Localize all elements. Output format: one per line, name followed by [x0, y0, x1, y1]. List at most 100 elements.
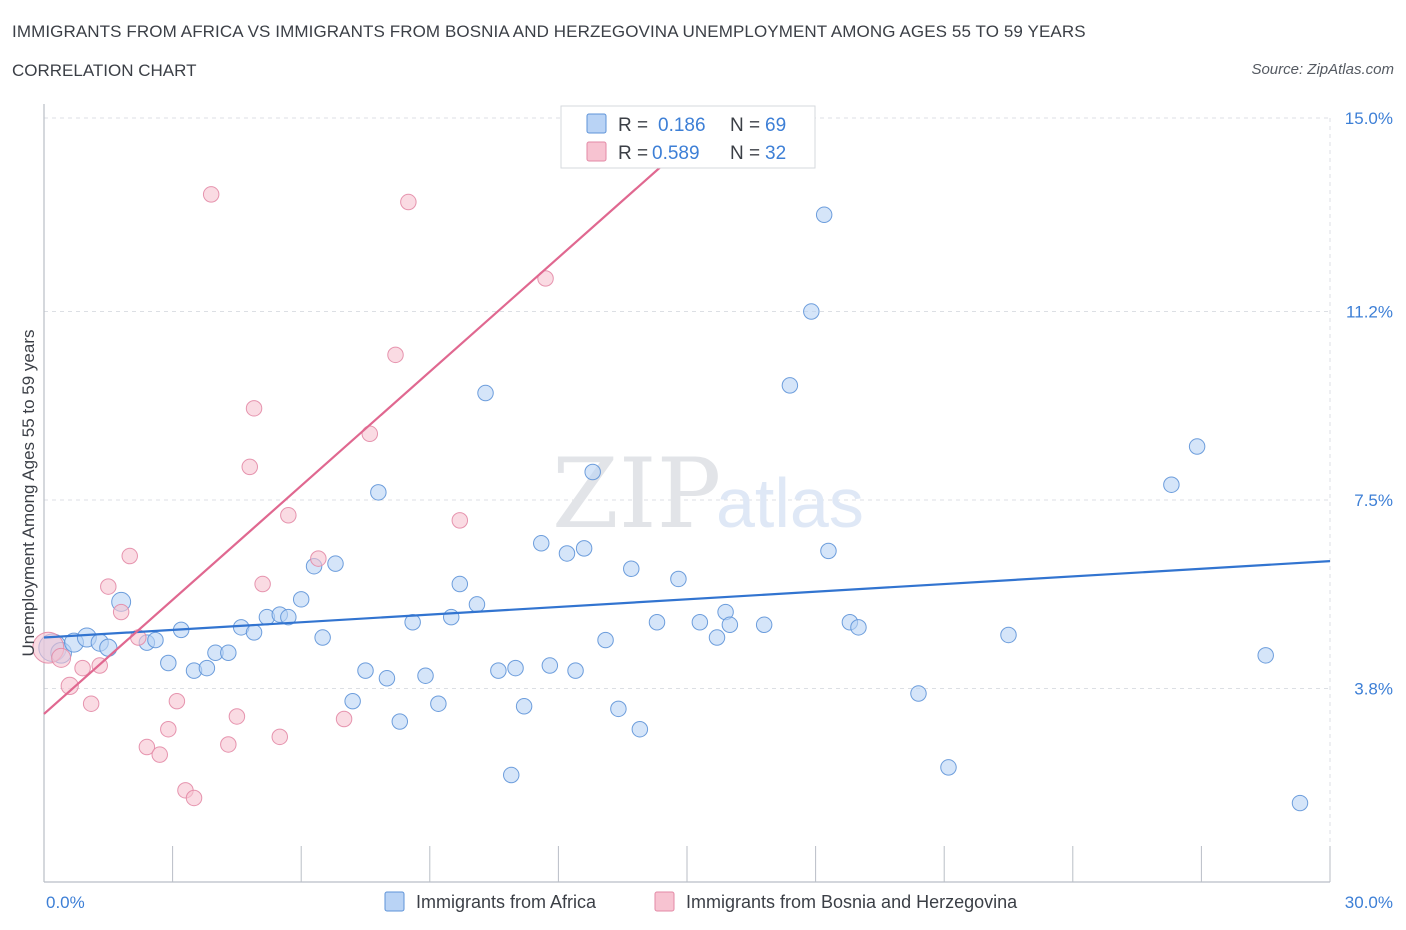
point-africa-31: [430, 695, 447, 712]
x-tick-label-1: 30.0%: [1345, 893, 1393, 912]
point-africa-59: [815, 206, 833, 224]
y-tick-label-3: 15.0%: [1345, 109, 1393, 128]
point-africa-56: [755, 616, 773, 634]
point-africa-12: [198, 659, 216, 677]
bottom-legend-label-africa: Immigrants from Africa: [416, 892, 597, 912]
trend-lines: [43, 157, 1331, 715]
point-africa-26: [370, 484, 387, 501]
y-axis-label: Unemployment Among Ages 55 to 59 years: [19, 330, 38, 657]
legend-r-value-africa: 0.186: [658, 115, 706, 136]
legend-n-value-bosnia: 32: [765, 143, 786, 164]
point-bosnia-19: [241, 458, 258, 476]
bottom-legend-swatch-bosnia: [654, 891, 675, 912]
point-africa-14: [220, 644, 237, 662]
point-africa-51: [670, 570, 687, 588]
point-africa-24: [344, 692, 361, 710]
point-africa-35: [477, 384, 494, 402]
point-africa-36: [490, 662, 507, 679]
point-bosnia-22: [271, 728, 289, 746]
point-bosnia-29: [451, 512, 469, 529]
point-africa-64: [940, 759, 957, 776]
point-bosnia-24: [310, 550, 327, 567]
point-bosnia-3: [74, 659, 91, 677]
point-africa-16: [245, 624, 263, 641]
point-africa-62: [850, 619, 867, 636]
legend-n-label-bosnia: N =: [730, 143, 760, 164]
point-africa-67: [1188, 438, 1206, 455]
point-bosnia-20: [245, 400, 263, 417]
point-bosnia-10: [138, 738, 156, 756]
watermark-atlas: atlas: [716, 464, 864, 542]
point-bosnia-6: [100, 578, 117, 595]
point-africa-32: [442, 608, 460, 626]
point-africa-47: [610, 700, 627, 718]
point-africa-45: [584, 463, 601, 481]
trend-line-africa: [43, 560, 1331, 639]
point-bosnia-4: [82, 695, 100, 712]
bottom-legend: Immigrants from Africa Immigrants from B…: [384, 891, 1018, 912]
point-bosnia-21: [254, 575, 271, 593]
point-bosnia-25: [335, 710, 353, 728]
point-africa-5: [99, 638, 118, 657]
point-africa-68: [1257, 647, 1274, 664]
point-africa-43: [567, 662, 584, 679]
source-label: Source: ZipAtlas.com: [1251, 61, 1394, 78]
point-africa-44: [575, 540, 593, 557]
legend-r-value-bosnia: 0.589: [652, 143, 700, 164]
point-africa-39: [515, 698, 533, 715]
point-africa-33: [451, 575, 469, 593]
point-bosnia-13: [168, 692, 186, 710]
point-africa-49: [631, 720, 649, 738]
legend-box: R = 0.186 N = 69 R = 0.589 N = 32: [560, 105, 816, 169]
point-bosnia-2: [60, 676, 79, 696]
legend-swatch-bosnia: [586, 141, 607, 162]
point-africa-34: [468, 596, 486, 613]
point-africa-28: [391, 713, 409, 730]
point-africa-57: [781, 377, 799, 394]
tick-labels: 3.8% 7.5% 11.2% 15.0% 0.0% 30.0%: [46, 109, 1393, 912]
point-bosnia-27: [387, 346, 404, 364]
point-africa-25: [357, 662, 374, 679]
point-africa-27: [378, 670, 396, 687]
trend-line-bosnia: [43, 157, 671, 715]
point-africa-58: [803, 303, 820, 320]
point-africa-41: [541, 657, 559, 674]
point-africa-52: [691, 614, 709, 631]
point-africa-55: [721, 616, 739, 634]
point-bosnia-12: [160, 720, 177, 738]
legend-n-value-africa: 69: [765, 115, 786, 136]
watermark-zip: ZIP: [552, 438, 721, 550]
watermark: ZIP atlas: [552, 438, 864, 550]
point-bosnia-11: [151, 746, 168, 763]
axes: [43, 104, 1331, 883]
point-bosnia-18: [228, 708, 246, 725]
point-africa-19: [280, 608, 297, 626]
point-africa-50: [648, 614, 666, 631]
point-africa-69: [1291, 794, 1309, 812]
point-africa-60: [820, 542, 837, 560]
bottom-legend-swatch-africa: [384, 891, 405, 912]
y-tick-label-1: 7.5%: [1354, 491, 1393, 510]
point-bosnia-17: [220, 736, 237, 753]
point-africa-30: [417, 667, 434, 684]
point-bosnia-7: [112, 603, 130, 621]
point-bosnia-1: [51, 647, 72, 668]
legend-swatch-africa: [586, 113, 607, 134]
point-africa-46: [597, 631, 614, 649]
point-africa-66: [1163, 476, 1180, 493]
chart-title: IMMIGRANTS FROM AFRICA VS IMMIGRANTS FRO…: [12, 22, 1086, 41]
point-africa-63: [910, 685, 927, 702]
point-africa-37: [503, 766, 520, 784]
chart-subtitle: CORRELATION CHART: [12, 61, 197, 80]
point-africa-22: [314, 629, 331, 646]
point-bosnia-16: [202, 186, 220, 203]
point-africa-20: [292, 591, 310, 608]
y-tick-label-0: 3.8%: [1354, 679, 1393, 698]
point-africa-53: [708, 629, 726, 646]
point-africa-9: [160, 654, 177, 672]
data-points: [32, 186, 1309, 812]
point-africa-40: [533, 535, 550, 552]
y-tick-label-2: 11.2%: [1346, 303, 1393, 322]
point-bosnia-30: [537, 270, 554, 287]
